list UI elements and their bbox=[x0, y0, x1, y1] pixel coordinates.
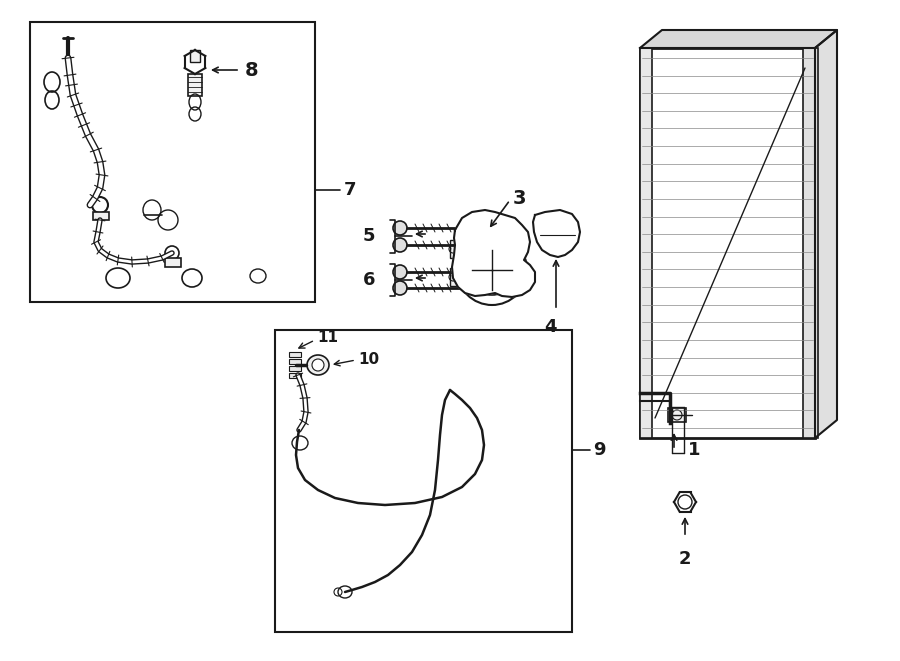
Text: 11: 11 bbox=[317, 330, 338, 346]
Ellipse shape bbox=[487, 265, 497, 275]
Ellipse shape bbox=[457, 235, 527, 305]
Bar bbox=[93, 212, 109, 220]
Polygon shape bbox=[533, 210, 580, 257]
Text: 6: 6 bbox=[363, 271, 375, 289]
Ellipse shape bbox=[393, 238, 407, 252]
Ellipse shape bbox=[393, 221, 407, 235]
Bar bbox=[188, 74, 202, 96]
Polygon shape bbox=[815, 30, 837, 438]
Bar bbox=[289, 352, 301, 357]
Bar bbox=[289, 359, 301, 364]
Text: 8: 8 bbox=[245, 61, 258, 79]
Bar bbox=[640, 48, 652, 438]
Text: 3: 3 bbox=[513, 188, 526, 208]
Bar bbox=[640, 48, 815, 438]
Ellipse shape bbox=[393, 281, 407, 295]
Ellipse shape bbox=[393, 265, 407, 279]
Bar bbox=[803, 48, 818, 438]
Bar bbox=[190, 50, 200, 62]
Ellipse shape bbox=[307, 355, 329, 375]
Bar bbox=[30, 22, 315, 302]
Bar bbox=[289, 366, 301, 371]
Text: 4: 4 bbox=[544, 318, 556, 336]
Text: 1: 1 bbox=[688, 441, 700, 459]
Bar bbox=[668, 408, 686, 422]
Text: 2: 2 bbox=[679, 550, 691, 568]
Bar bbox=[275, 330, 572, 632]
Text: 9: 9 bbox=[593, 441, 606, 459]
Ellipse shape bbox=[478, 256, 506, 284]
Text: 7: 7 bbox=[344, 181, 356, 199]
Ellipse shape bbox=[312, 359, 324, 371]
Text: 10: 10 bbox=[358, 352, 379, 366]
Bar bbox=[450, 268, 462, 286]
Ellipse shape bbox=[467, 245, 517, 295]
Polygon shape bbox=[452, 210, 535, 297]
Bar bbox=[289, 373, 301, 378]
Bar bbox=[640, 48, 815, 438]
Text: 5: 5 bbox=[363, 227, 375, 245]
Polygon shape bbox=[640, 30, 837, 48]
Bar bbox=[450, 240, 462, 258]
Bar bbox=[165, 258, 181, 267]
